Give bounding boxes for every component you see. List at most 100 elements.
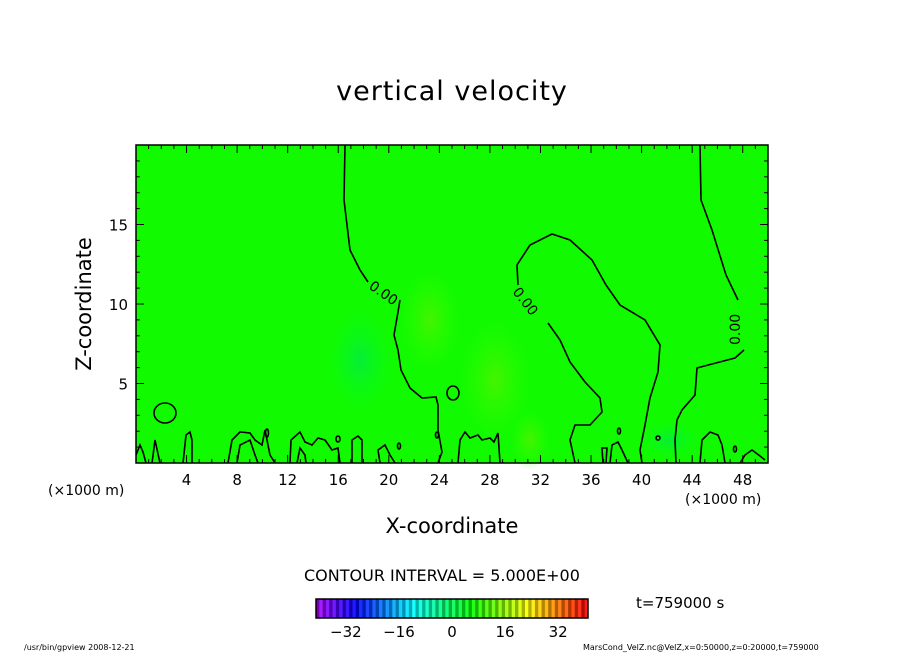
- colorbar-stripe: [425, 599, 430, 618]
- colorbar-stripe: [375, 599, 380, 618]
- contour-loop: [153, 402, 177, 424]
- colorbar-stripe: [398, 599, 403, 618]
- field-min-1: [325, 305, 395, 415]
- x-tick-label: 48: [733, 471, 752, 489]
- colorbar-stripe: [501, 599, 506, 618]
- x-tick-label: 12: [278, 471, 297, 489]
- colorbar-stripe: [452, 599, 456, 618]
- colorbar-stripe: [448, 599, 453, 618]
- x-tick-label: 40: [632, 471, 651, 489]
- time-label: t=759000 s: [636, 594, 725, 612]
- colorbar-stripe: [541, 599, 546, 618]
- colorbar-stripe: [438, 599, 443, 618]
- colorbar-stripe: [478, 599, 483, 618]
- colorbar-stripe: [395, 599, 400, 618]
- colorbar-stripe: [392, 599, 396, 618]
- colorbar-stripe: [415, 599, 420, 618]
- colorbar-stripe: [475, 599, 479, 618]
- colorbar-stripe: [488, 599, 493, 618]
- colorbar-stripe: [442, 599, 446, 618]
- colorbar-stripe: [524, 599, 529, 618]
- colorbar-stripe: [432, 599, 436, 618]
- colorbar-stripe: [349, 599, 353, 618]
- colorbar-stripe: [495, 599, 499, 618]
- colorbar-stripe: [445, 599, 449, 618]
- colorbar-stripe: [548, 599, 552, 618]
- colorbar-stripe: [319, 599, 323, 618]
- colorbar: [315, 598, 589, 619]
- colorbar-stripe: [511, 599, 516, 618]
- colorbar-stripe: [352, 599, 357, 618]
- colorbar-stripe: [564, 599, 569, 618]
- colorbar-stripe: [332, 599, 337, 618]
- contour-line: [135, 429, 766, 464]
- colorbar-frame: [315, 598, 589, 619]
- x-tick-label: 44: [683, 471, 702, 489]
- colorbar-stripe: [581, 599, 585, 618]
- footer-right: MarsCond_VelZ.nc@VelZ,x=0:50000,z=0:2000…: [583, 643, 819, 652]
- colorbar-stripe: [428, 599, 433, 618]
- y-tick-label: 10: [109, 296, 128, 314]
- colorbar-stripe: [335, 599, 340, 618]
- colorbar-stripe: [402, 599, 406, 618]
- colorbar-stripe: [355, 599, 360, 618]
- colorbar-stripe: [574, 599, 579, 618]
- colorbar-stripe: [461, 599, 466, 618]
- colorbar-stripe: [408, 599, 413, 618]
- x-tick-label: 32: [531, 471, 550, 489]
- colorbar-tick-label: 0: [447, 623, 457, 641]
- colorbar-stripe: [372, 599, 377, 618]
- colorbar-stripe: [571, 599, 576, 618]
- z-unit-label: (×1000 m): [48, 483, 125, 499]
- colorbar-stripe: [584, 599, 589, 618]
- colorbar-stripe: [554, 599, 559, 618]
- x-axis-label: X-coordinate: [0, 514, 904, 538]
- x-tick-label: 16: [329, 471, 348, 489]
- y-tick-label: 5: [118, 376, 128, 394]
- colorbar-stripe: [465, 599, 469, 618]
- colorbar-stripe: [471, 599, 476, 618]
- colorbar-stripe: [468, 599, 473, 618]
- colorbar-stripe: [531, 599, 536, 618]
- colorbar-stripe: [322, 599, 327, 618]
- colorbar-stripe: [578, 599, 582, 618]
- colorbar-tick-label: −32: [330, 623, 362, 641]
- colorbar-stripe: [534, 599, 539, 618]
- colorbar-tick-label: −16: [383, 623, 415, 641]
- colorbar-stripe: [498, 599, 503, 618]
- colorbar-stripe: [379, 599, 383, 618]
- contour-loop: [446, 385, 460, 401]
- colorbar-stripe: [345, 599, 350, 618]
- colorbar-stripe: [505, 599, 509, 618]
- colorbar-stripe: [544, 599, 549, 618]
- colorbar-stripe: [528, 599, 532, 618]
- colorbar-stripe: [481, 599, 486, 618]
- colorbar-stripe: [518, 599, 522, 618]
- colorbar-stripe: [359, 599, 363, 618]
- axis-ticks: [136, 145, 768, 463]
- colorbar-stripe: [491, 599, 496, 618]
- colorbar-stripe: [382, 599, 386, 618]
- x-unit-label: (×1000 m): [685, 492, 762, 508]
- x-tick-label: 36: [581, 471, 600, 489]
- colorbar-stripe: [422, 599, 426, 618]
- colorbar-stripe: [418, 599, 423, 618]
- colorbar-stripe: [405, 599, 410, 618]
- colorbar-stripe: [342, 599, 347, 618]
- contour-line: [516, 233, 661, 464]
- chart-title: vertical velocity: [336, 76, 568, 107]
- colorbar-stripe: [485, 599, 489, 618]
- field-max-2: [460, 320, 530, 440]
- colorbar-stripe: [538, 599, 542, 618]
- colorbar-stripe: [561, 599, 566, 618]
- colorbar-stripe: [316, 599, 320, 618]
- colorbar-stripe: [458, 599, 463, 618]
- field-max-3: [510, 410, 550, 470]
- colorbar-stripe: [362, 599, 367, 618]
- contours: [135, 144, 766, 464]
- colorbar-stripe: [329, 599, 333, 618]
- x-tick-label: 28: [480, 471, 499, 489]
- x-axis-label-text: X-coordinate: [385, 514, 519, 538]
